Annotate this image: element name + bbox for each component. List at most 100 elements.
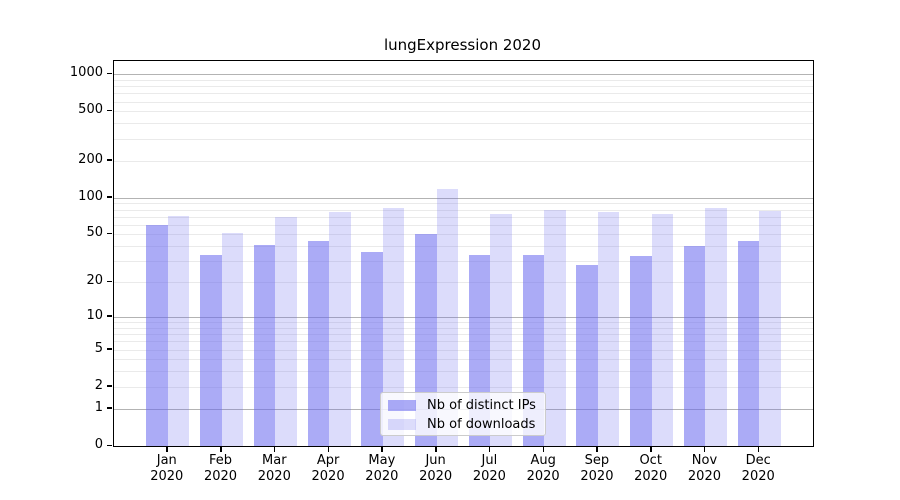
x-tick-month: Nov [691,453,718,468]
x-tick-year: 2020 [365,469,399,484]
bar-downloads [221,233,244,446]
minor-gridline [114,246,813,248]
y-tick-mark [107,232,112,235]
x-tick-mark [542,447,545,452]
legend-label-downloads: Nb of downloads [427,416,536,432]
x-tick-year: 2020 [634,469,668,484]
x-tick-month: Apr [316,453,340,468]
x-tick-year: 2020 [580,469,614,484]
x-tick-year: 2020 [741,469,775,484]
bar-downloads [382,207,405,446]
bar-distinct-ips [361,251,383,446]
x-tick-label: Oct 2020 [621,453,681,485]
y-tick-label: 50 [86,225,103,241]
x-tick-year: 2020 [419,469,453,484]
chart-legend: Nb of distinct IPs Nb of downloads [380,392,546,436]
y-tick-label: 500 [78,102,103,118]
y-tick-label: 10 [86,307,103,323]
x-tick-label: Mar 2020 [244,453,304,485]
y-tick-mark [107,444,112,446]
x-tick-month: Jan [156,453,177,468]
bar-distinct-ips [630,256,652,446]
x-tick-mark [220,447,222,452]
bar-downloads [597,212,620,446]
bar-downloads [759,210,781,446]
x-tick-month: May [368,453,396,468]
bar-distinct-ips [683,246,706,446]
x-tick-month: Feb [209,453,233,468]
minor-gridline [114,341,813,343]
minor-gridline [114,282,813,284]
minor-gridline [114,327,813,329]
x-tick-mark [596,447,598,452]
bar-downloads [490,214,512,446]
gridlines-layer [114,61,813,446]
y-tick-label: 1000 [69,65,103,81]
bar-downloads [167,215,190,446]
x-tick-mark [273,447,276,452]
bar-distinct-ips [200,254,222,446]
x-tick-label: Jul 2020 [459,453,519,485]
y-tick-label: 2 [94,377,103,393]
bar-downloads [544,209,566,446]
x-tick-label: Apr 2020 [298,453,358,485]
x-tick-year: 2020 [526,469,560,484]
y-tick-label: 20 [86,273,103,289]
x-tick-label: Jan 2020 [137,453,197,485]
minor-gridline [114,322,813,324]
minor-gridline [114,93,813,95]
minor-gridline [114,111,813,113]
x-tick-month: Jun [425,453,446,468]
y-tick-mark [107,280,112,283]
y-tick-label: 100 [78,188,103,204]
minor-gridline [114,138,813,140]
minor-gridline [114,386,813,388]
y-tick-label: 0 [94,437,103,452]
bar-distinct-ips [146,224,168,446]
x-tick-month: Sep [584,453,610,468]
minor-gridline [114,216,813,218]
minor-gridline [114,261,813,263]
x-tick-label: Aug 2020 [513,453,573,485]
x-tick-label: Nov 2020 [674,453,734,485]
bar-distinct-ips [737,241,760,446]
minor-gridline [114,79,813,81]
minor-gridline [114,203,813,205]
y-tick-mark [107,72,112,75]
y-tick-mark [107,315,112,317]
x-tick-year: 2020 [311,469,345,484]
bar-distinct-ips [253,244,276,446]
minor-gridline [114,359,813,361]
bar-downloads [651,213,674,446]
x-tick-month: Aug [530,453,556,468]
y-tick-mark [107,348,112,350]
x-tick-month: Oct [639,453,662,468]
x-tick-year: 2020 [150,469,184,484]
y-tick-mark [107,385,112,387]
legend-item-downloads: Nb of downloads [388,416,545,433]
x-tick-month: Jul [481,453,498,468]
x-tick-mark [166,447,168,452]
legend-swatch-downloads [388,419,416,430]
minor-gridline [114,349,813,351]
bar-downloads [275,217,297,446]
x-tick-month: Dec [745,453,771,468]
x-tick-mark [757,447,760,452]
minor-gridline [114,234,813,236]
bar-downloads [705,208,727,446]
minor-gridline [114,334,813,336]
x-tick-year: 2020 [687,469,721,484]
bar-distinct-ips [576,264,598,446]
bar-downloads [436,188,459,446]
x-tick-year: 2020 [203,469,238,484]
minor-gridline [114,86,813,88]
legend-label-distinct-ips: Nb of distinct IPs [427,397,536,413]
minor-gridline [114,209,813,211]
minor-gridline [114,123,813,125]
major-gridline [114,316,813,318]
x-tick-mark [703,447,706,452]
major-gridline [114,197,813,199]
x-tick-label: Jun 2020 [406,453,466,485]
minor-gridline [114,101,813,103]
